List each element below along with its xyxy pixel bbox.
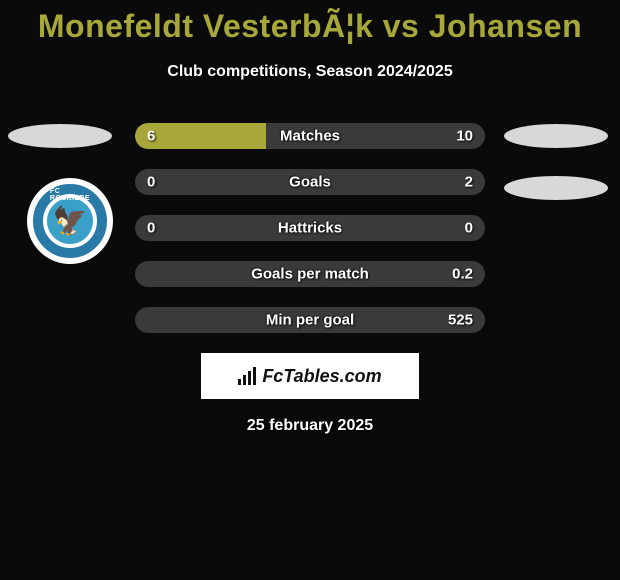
bars-icon [238, 367, 256, 385]
source-badge: FcTables.com [201, 353, 419, 399]
comparison-chart: 6 Matches 10 0 Goals 2 0 Hattricks 0 Goals per ma… [0, 123, 620, 333]
stat-value-left: 0 [147, 174, 155, 191]
stat-value-right: 525 [448, 312, 473, 329]
date-label: 25 february 2025 [0, 417, 620, 435]
stat-row: 6 Matches 10 [135, 123, 485, 149]
stat-row: Goals per match 0.2 [135, 261, 485, 287]
stat-value-left: 6 [147, 128, 155, 145]
page-title: Monefeldt VesterbÃ¦k vs Johansen [0, 0, 620, 45]
stat-value-right: 0.2 [452, 266, 473, 283]
stat-row: 0 Hattricks 0 [135, 215, 485, 241]
stat-row: Min per goal 525 [135, 307, 485, 333]
stat-value-right: 10 [456, 128, 473, 145]
stat-value-left: 0 [147, 220, 155, 237]
stat-value-right: 2 [465, 174, 473, 191]
stat-label: Min per goal [266, 312, 354, 329]
stat-label: Matches [280, 128, 340, 145]
subtitle: Club competitions, Season 2024/2025 [0, 63, 620, 81]
stat-label: Hattricks [278, 220, 342, 237]
stat-row: 0 Goals 2 [135, 169, 485, 195]
stat-value-right: 0 [465, 220, 473, 237]
stat-label: Goals per match [251, 266, 369, 283]
source-label: FcTables.com [262, 366, 381, 387]
stat-label: Goals [289, 174, 331, 191]
